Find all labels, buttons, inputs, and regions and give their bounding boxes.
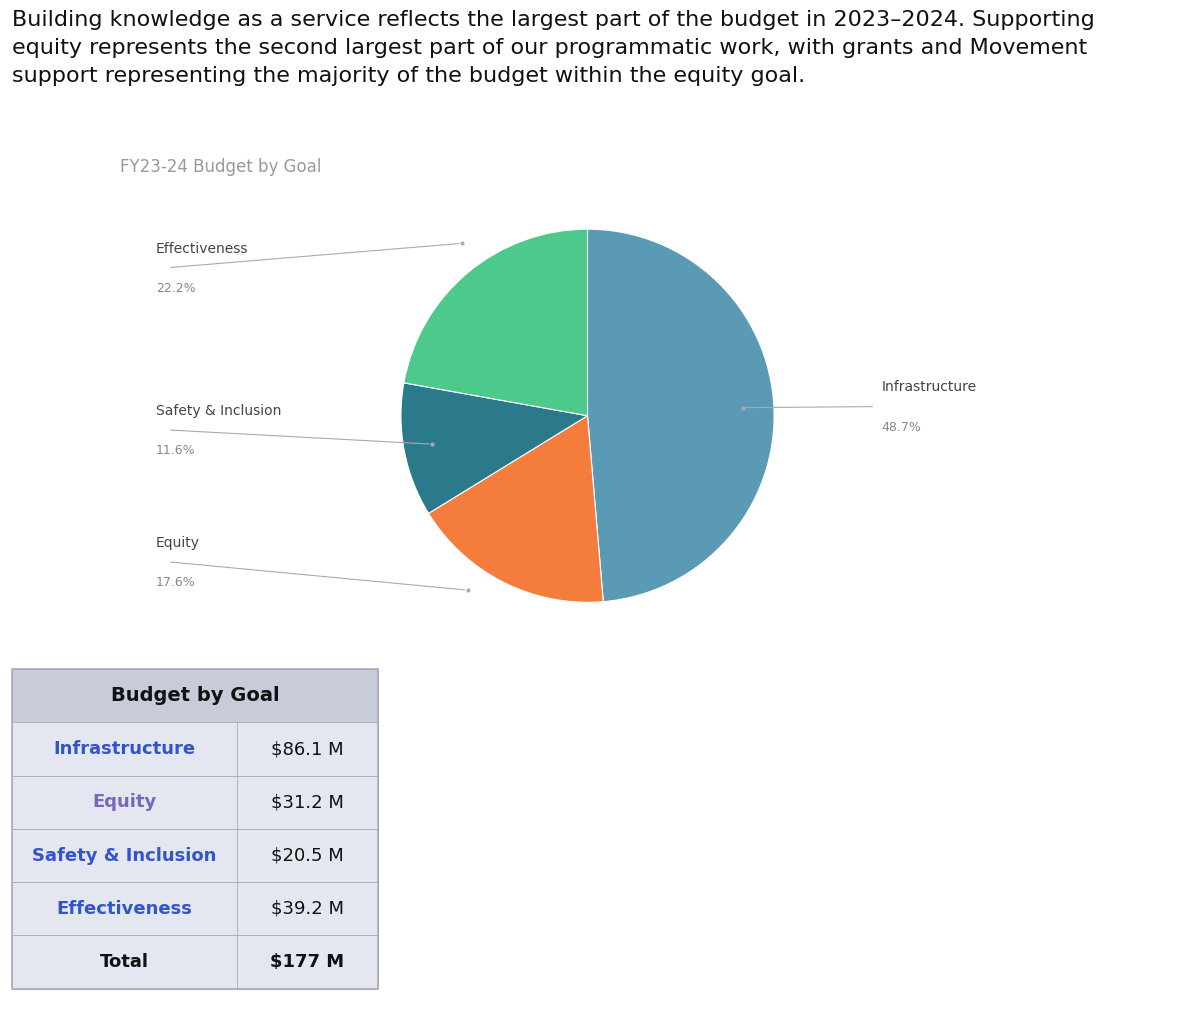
FancyBboxPatch shape: [12, 776, 378, 828]
Text: Effectiveness: Effectiveness: [56, 899, 192, 918]
Text: Infrastructure: Infrastructure: [881, 380, 976, 394]
Text: $20.5 M: $20.5 M: [271, 847, 344, 865]
Text: $177 M: $177 M: [270, 953, 344, 971]
FancyBboxPatch shape: [12, 935, 378, 989]
FancyBboxPatch shape: [12, 722, 378, 776]
Text: 48.7%: 48.7%: [881, 421, 921, 434]
Text: Safety & Inclusion: Safety & Inclusion: [32, 847, 217, 865]
Text: Equity: Equity: [156, 535, 200, 550]
Text: Infrastructure: Infrastructure: [54, 740, 195, 758]
Text: Total: Total: [100, 953, 149, 971]
Text: FY23-24 Budget by Goal: FY23-24 Budget by Goal: [120, 158, 321, 176]
Text: $86.1 M: $86.1 M: [271, 740, 344, 758]
Text: Budget by Goal: Budget by Goal: [110, 686, 279, 706]
Text: $31.2 M: $31.2 M: [271, 793, 344, 811]
Wedge shape: [404, 229, 588, 416]
Text: $39.2 M: $39.2 M: [271, 899, 344, 918]
FancyBboxPatch shape: [12, 882, 378, 935]
FancyBboxPatch shape: [12, 829, 378, 882]
Text: Equity: Equity: [92, 793, 157, 811]
Text: 17.6%: 17.6%: [156, 576, 195, 589]
Wedge shape: [428, 416, 603, 602]
Text: 22.2%: 22.2%: [156, 282, 195, 295]
Text: Safety & Inclusion: Safety & Inclusion: [156, 404, 282, 418]
Text: 11.6%: 11.6%: [156, 444, 195, 457]
Text: Building knowledge as a service reflects the largest part of the budget in 2023–: Building knowledge as a service reflects…: [12, 10, 1095, 86]
Wedge shape: [588, 229, 775, 601]
FancyBboxPatch shape: [12, 669, 378, 722]
Wedge shape: [400, 383, 588, 513]
Text: Effectiveness: Effectiveness: [156, 241, 248, 256]
